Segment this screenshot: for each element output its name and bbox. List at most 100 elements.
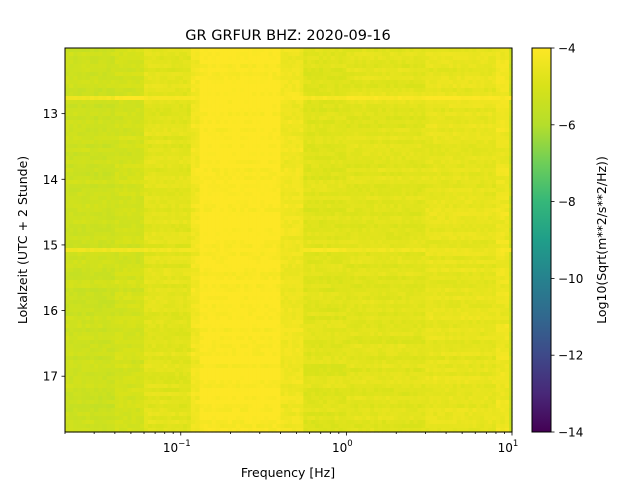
- heatmap-cell: [256, 164, 261, 169]
- heatmap-cell: [240, 296, 245, 301]
- heatmap-cell: [139, 108, 145, 113]
- heatmap-cell: [171, 180, 176, 185]
- heatmap-cell: [190, 288, 196, 293]
- heatmap-cell: [98, 148, 103, 153]
- heatmap-cell: [264, 48, 269, 53]
- heatmap-cell: [123, 408, 128, 413]
- heatmap-cell: [85, 320, 91, 325]
- heatmap-cell: [73, 196, 79, 201]
- heatmap-cell: [85, 284, 91, 289]
- heatmap-cell: [244, 352, 249, 357]
- heatmap-cell: [65, 212, 70, 217]
- heatmap-cell: [260, 60, 265, 65]
- heatmap-cell: [123, 84, 128, 89]
- heatmap-cell: [159, 380, 165, 385]
- heatmap-cell: [219, 192, 225, 197]
- heatmap-cell: [114, 112, 120, 117]
- heatmap-cell: [175, 100, 180, 105]
- heatmap-cell: [179, 56, 184, 61]
- heatmap-cell: [264, 364, 269, 369]
- heatmap-cell: [244, 360, 249, 365]
- heatmap-cell: [131, 52, 137, 57]
- heatmap-cell: [272, 220, 278, 225]
- heatmap-cell: [73, 116, 79, 121]
- heatmap-cell: [199, 164, 205, 169]
- heatmap-cell: [114, 140, 120, 145]
- heatmap-cell: [211, 356, 217, 361]
- heatmap-cell: [73, 416, 79, 421]
- heatmap-cell: [231, 380, 237, 385]
- heatmap-cell: [244, 268, 249, 273]
- heatmap-cell: [219, 372, 225, 377]
- heatmap-cell: [144, 60, 149, 65]
- heatmap-cell: [179, 228, 184, 233]
- heatmap-cell: [231, 68, 237, 73]
- heatmap-cell: [65, 108, 70, 113]
- heatmap-cell: [223, 140, 229, 145]
- heatmap-cell: [223, 364, 229, 369]
- heatmap-cell: [167, 368, 172, 373]
- heatmap-cell: [223, 172, 229, 177]
- heatmap-cell: [73, 164, 79, 169]
- heatmap-cell: [199, 76, 205, 81]
- heatmap-cell: [195, 72, 201, 77]
- heatmap-cell: [167, 72, 172, 77]
- heatmap-cell: [135, 172, 141, 177]
- heatmap-cell: [219, 320, 225, 325]
- heatmap-cell: [114, 368, 120, 373]
- heatmap-cell: [223, 344, 229, 349]
- heatmap-cell: [215, 276, 221, 281]
- heatmap-cell: [81, 216, 87, 221]
- heatmap-cell: [147, 260, 153, 265]
- heatmap-cell: [227, 396, 233, 401]
- heatmap-cell: [163, 160, 169, 165]
- heatmap-cell: [110, 312, 116, 317]
- heatmap-cell: [155, 316, 161, 321]
- heatmap-cell: [98, 248, 103, 253]
- heatmap-cell: [190, 324, 196, 329]
- heatmap-cell: [215, 72, 221, 77]
- heatmap-cell: [175, 164, 180, 169]
- heatmap-cell: [69, 104, 74, 109]
- heatmap-cell: [260, 380, 265, 385]
- heatmap-cell: [106, 344, 112, 349]
- heatmap-cell: [248, 248, 253, 253]
- heatmap-cell: [119, 368, 124, 373]
- heatmap-cell: [139, 244, 145, 249]
- heatmap-cell: [139, 348, 145, 353]
- heatmap-cell: [171, 352, 176, 357]
- heatmap-cell: [252, 184, 257, 189]
- heatmap-cell: [65, 424, 70, 429]
- heatmap-cell: [77, 316, 83, 321]
- heatmap-cell: [155, 420, 161, 425]
- heatmap-cell: [127, 396, 133, 401]
- heatmap-cell: [231, 124, 237, 129]
- heatmap-cell: [81, 72, 87, 77]
- heatmap-cell: [219, 140, 225, 145]
- heatmap-cell: [131, 404, 137, 409]
- heatmap-cell: [252, 196, 257, 201]
- heatmap-cell: [240, 376, 245, 381]
- heatmap-cell: [144, 384, 149, 389]
- heatmap-cell: [69, 408, 74, 413]
- heatmap-cell: [85, 220, 91, 225]
- heatmap-cell: [215, 252, 221, 257]
- heatmap-cell: [151, 192, 157, 197]
- heatmap-cell: [123, 204, 128, 209]
- heatmap-cell: [231, 156, 237, 161]
- heatmap-cell: [147, 116, 153, 121]
- heatmap-cell: [89, 428, 95, 433]
- heatmap-cell: [73, 360, 79, 365]
- heatmap-cell: [119, 384, 124, 389]
- heatmap-cell: [167, 424, 172, 429]
- heatmap-cell: [240, 356, 245, 361]
- heatmap-cell: [106, 204, 112, 209]
- heatmap-cell: [119, 60, 124, 65]
- heatmap-cell: [167, 276, 172, 281]
- heatmap-cell: [219, 100, 225, 105]
- heatmap-cell: [81, 192, 87, 197]
- heatmap-cell: [203, 376, 209, 381]
- heatmap-cell: [186, 420, 192, 425]
- heatmap-cell: [231, 316, 237, 321]
- heatmap-cell: [147, 348, 153, 353]
